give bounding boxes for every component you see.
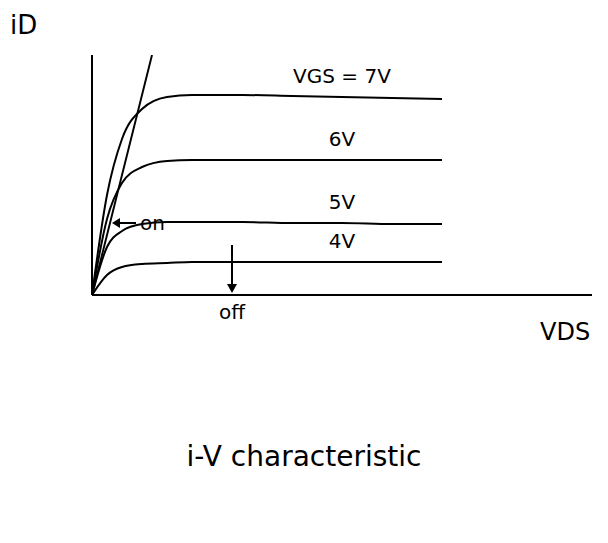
svg-text:5V: 5V bbox=[329, 190, 356, 214]
svg-text:on: on bbox=[140, 211, 165, 235]
html-text:i-V characteristic: i-V characteristic bbox=[186, 440, 422, 473]
svg-text:VGS = 7V: VGS = 7V bbox=[293, 64, 391, 88]
svg-text:off: off bbox=[219, 300, 246, 324]
svg-text:6V: 6V bbox=[329, 127, 356, 151]
svg-text:4V: 4V bbox=[329, 229, 356, 253]
html-text:VDS: VDS bbox=[540, 318, 591, 346]
html-text:iD: iD bbox=[10, 10, 38, 40]
